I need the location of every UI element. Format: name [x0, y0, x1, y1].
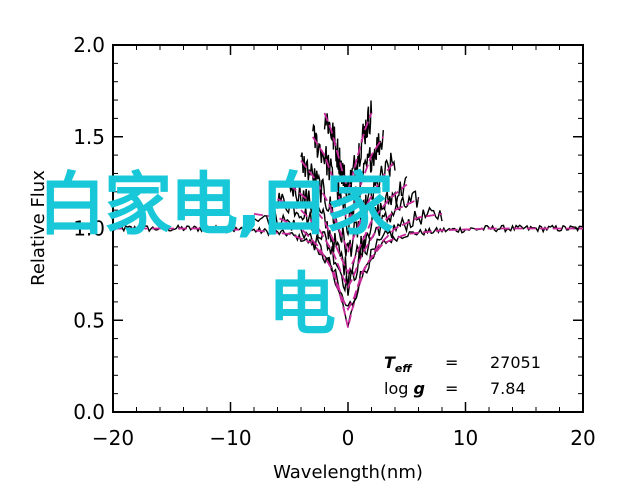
logg-value: 7.84 — [490, 379, 526, 398]
series-layer — [112, 100, 584, 328]
overlay-text-line2: 电 — [268, 266, 336, 345]
parameter-annotation: Teff = 27051 log g = 7.84 — [384, 353, 541, 398]
observed-spectrum-line — [312, 123, 384, 237]
axis-ticks: −20 −10 0 10 20 0.0 0.5 1.0 1.5 2.0 — [73, 33, 596, 450]
observed-spectrum-line — [288, 176, 408, 285]
logg-label: log g — [384, 379, 425, 398]
y-tick-label: 1.0 — [73, 217, 105, 241]
logg-equals: = — [445, 379, 458, 398]
model-spectrum-line — [312, 136, 385, 224]
x-tick-label: −20 — [92, 426, 134, 450]
y-tick-label: 2.0 — [73, 33, 105, 57]
y-tick-label: 0.0 — [73, 400, 105, 424]
observed-spectrum-line — [300, 152, 396, 257]
x-tick-label: 0 — [342, 426, 355, 450]
x-tick-label: 10 — [453, 426, 478, 450]
x-axis-title: Wavelength(nm) — [273, 462, 423, 483]
model-spectrum-line — [277, 198, 419, 290]
y-axis-title: Relative Flux — [28, 170, 49, 286]
model-spectrum-line — [323, 112, 373, 194]
overlay-text-line1: 白家电,白家 — [38, 166, 394, 245]
teff-value: 27051 — [490, 353, 541, 372]
y-tick-label: 0.5 — [73, 308, 105, 332]
model-spectrum-line — [253, 212, 443, 312]
model-spectrum-line — [113, 227, 583, 328]
teff-equals: = — [445, 353, 458, 372]
x-tick-label: 20 — [570, 426, 595, 450]
teff-label: Teff — [384, 353, 413, 375]
y-tick-label: 1.5 — [73, 125, 105, 149]
x-tick-label: −10 — [209, 426, 251, 450]
model-spectrum-line — [300, 160, 396, 256]
model-spectrum-line — [288, 183, 408, 275]
